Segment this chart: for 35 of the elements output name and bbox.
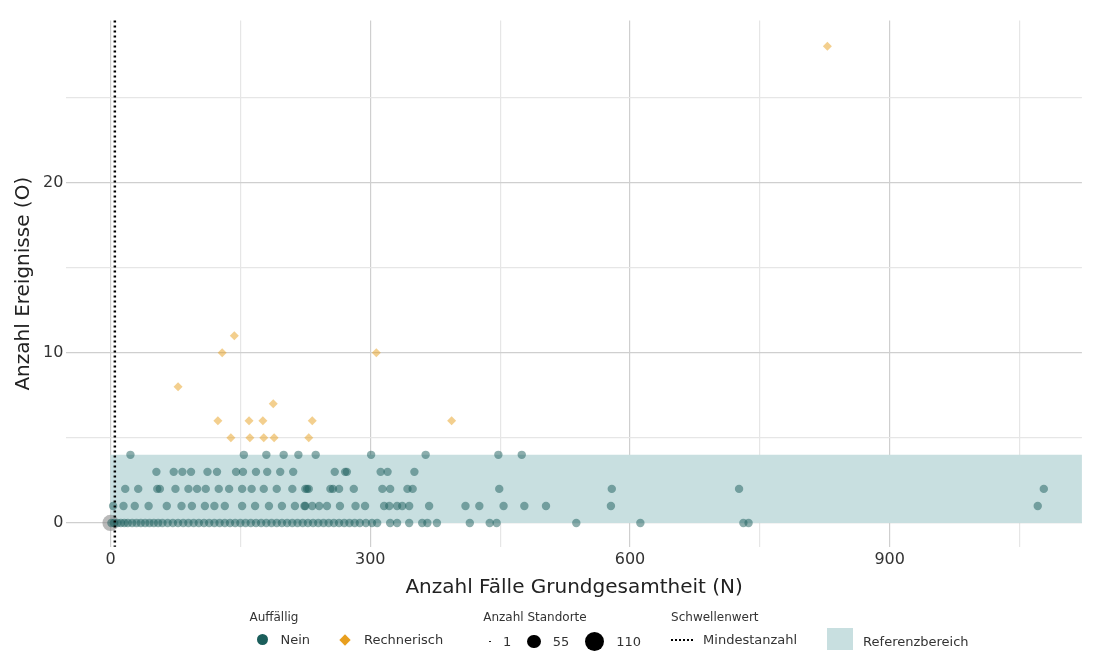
legend-label: 55 xyxy=(552,634,570,649)
legend-label: Referenzbereich xyxy=(863,633,969,649)
point xyxy=(258,416,268,426)
x-tick-label: 0 xyxy=(105,548,116,568)
legend-label: Mindestanzahl xyxy=(703,632,798,647)
y-tick-label: 20 xyxy=(43,171,64,191)
legend-label: Rechnerisch xyxy=(364,632,444,647)
point xyxy=(229,331,239,341)
legend-label: Nein xyxy=(280,632,310,647)
legend-label: 110 xyxy=(616,634,642,649)
y-tick-label: 0 xyxy=(53,512,64,532)
point xyxy=(304,433,314,443)
point xyxy=(213,416,223,426)
point xyxy=(217,348,227,358)
legend-label: 1 xyxy=(502,634,512,649)
text: Anzahl Standorte xyxy=(483,610,588,624)
text: Schwellenwert xyxy=(671,610,760,624)
point xyxy=(822,41,832,51)
point xyxy=(268,399,278,409)
x-tick-label: 300 xyxy=(354,548,386,568)
point xyxy=(173,382,183,392)
point xyxy=(244,416,254,426)
y-tick-label: 10 xyxy=(43,341,64,361)
point xyxy=(269,433,279,443)
x-axis-title: Anzahl Fälle Grundgesamtheit (N) xyxy=(405,574,743,599)
point xyxy=(447,416,457,426)
point xyxy=(226,433,236,443)
legend-title: Auffällig xyxy=(249,610,300,624)
y-axis-title: Anzahl Ereignisse (O) xyxy=(10,176,35,391)
point xyxy=(259,433,269,443)
x-tick-label: 600 xyxy=(614,548,646,568)
point xyxy=(371,348,381,358)
point xyxy=(307,416,317,426)
x-tick-label: 900 xyxy=(874,548,905,568)
point xyxy=(245,433,255,443)
